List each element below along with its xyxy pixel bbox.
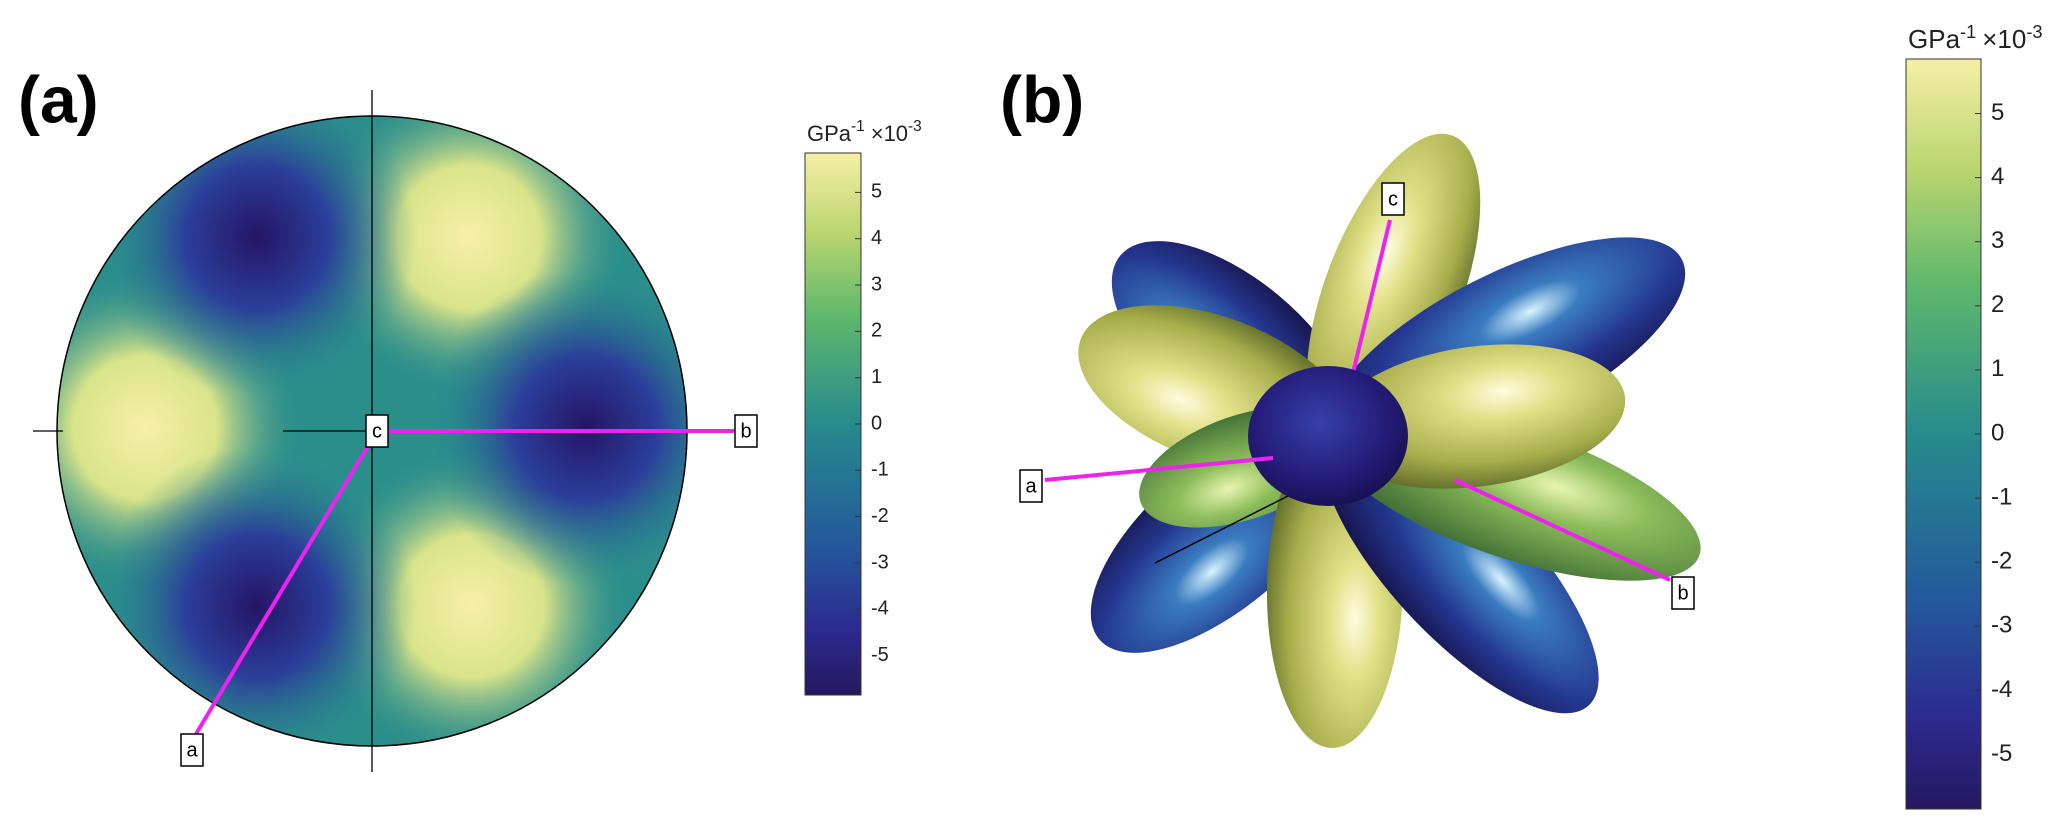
colorbar-title-part: -1	[1960, 22, 1976, 42]
colorbar-tick-label: -3	[871, 551, 889, 573]
colorbar-tick-label: 5	[871, 181, 882, 203]
colorbar-title: GPa-1 ×10-3	[807, 118, 922, 146]
axis-line	[194, 429, 379, 736]
colorbar	[804, 152, 862, 696]
colorbar-tick-label: 1	[1991, 355, 2004, 382]
axis-label: c	[1381, 182, 1405, 216]
axis-line	[1454, 478, 1671, 582]
colorbar-tick-label: 0	[871, 412, 882, 434]
axis-label: a	[1019, 469, 1043, 503]
axis-label-text: c	[1388, 188, 1398, 210]
colorbar-title-part: -1	[851, 118, 865, 135]
colorbar-tick-label: -4	[871, 598, 889, 620]
label-box	[1671, 576, 1695, 610]
colorbar-tick-label: 1	[871, 366, 882, 388]
axis-label-text: b	[740, 420, 751, 442]
axis-label: b	[1671, 576, 1695, 610]
colorbar-tick-label: -4	[1991, 676, 2012, 703]
colorbar-tick-label: 5	[1991, 99, 2004, 126]
panel-label: (b)	[1000, 62, 1084, 136]
axis-label: a	[180, 733, 204, 767]
intensity-blob	[426, 268, 687, 588]
axis-label: c	[365, 414, 389, 448]
intensity-blob	[97, 116, 417, 397]
label-box	[1381, 182, 1405, 216]
axis-label-text: b	[1677, 582, 1688, 604]
colorbar-tick-label: 2	[1991, 291, 2004, 318]
colorbar-tick-label: -2	[871, 505, 889, 527]
axis-label: b	[734, 414, 758, 448]
lobe	[1306, 133, 1481, 447]
label-box	[365, 414, 389, 448]
label-box	[1019, 469, 1043, 503]
axis-line	[1044, 456, 1274, 482]
colorbar-tick-label: 3	[871, 273, 882, 295]
label-box	[734, 414, 758, 448]
colorbar-title-part: GPa	[807, 121, 852, 146]
colorbar-title: GPa-1 ×10-3	[1908, 22, 2042, 54]
colorbar-title-part: ×10	[1982, 24, 2026, 54]
axis-line	[1154, 494, 1291, 564]
colorbar-tick-label: -2	[1991, 548, 2012, 575]
colorbar-tick-label: -1	[1991, 483, 2012, 510]
colorbar-title-part: GPa	[1908, 24, 1961, 54]
colorbar-tick-label: -3	[1991, 612, 2012, 639]
colorbar-title-part: ×10	[871, 121, 908, 146]
center-sphere	[1248, 366, 1408, 506]
label-box	[180, 733, 204, 767]
colorbar-tick-label: 4	[871, 227, 882, 249]
colorbar-tick-label: 3	[1991, 227, 2004, 254]
axis-label-text: a	[1025, 475, 1037, 497]
colorbar-tick-label: -5	[871, 644, 889, 666]
colorbar-tick-label: 4	[1991, 163, 2004, 190]
colorbar-tick-label: 0	[1991, 419, 2004, 446]
intensity-blob	[97, 446, 417, 746]
panel-label: (a)	[18, 62, 99, 136]
axis-label-text: c	[372, 420, 382, 442]
colorbar-title-part: -3	[908, 118, 922, 135]
colorbar-tick-label: -5	[1991, 740, 2012, 767]
colorbar	[1905, 58, 1982, 810]
axis-label-text: a	[186, 739, 198, 761]
colorbar-title-part: -3	[2026, 22, 2042, 42]
colorbar-tick-label: 2	[871, 320, 882, 342]
colorbar-tick-label: -1	[871, 459, 889, 481]
